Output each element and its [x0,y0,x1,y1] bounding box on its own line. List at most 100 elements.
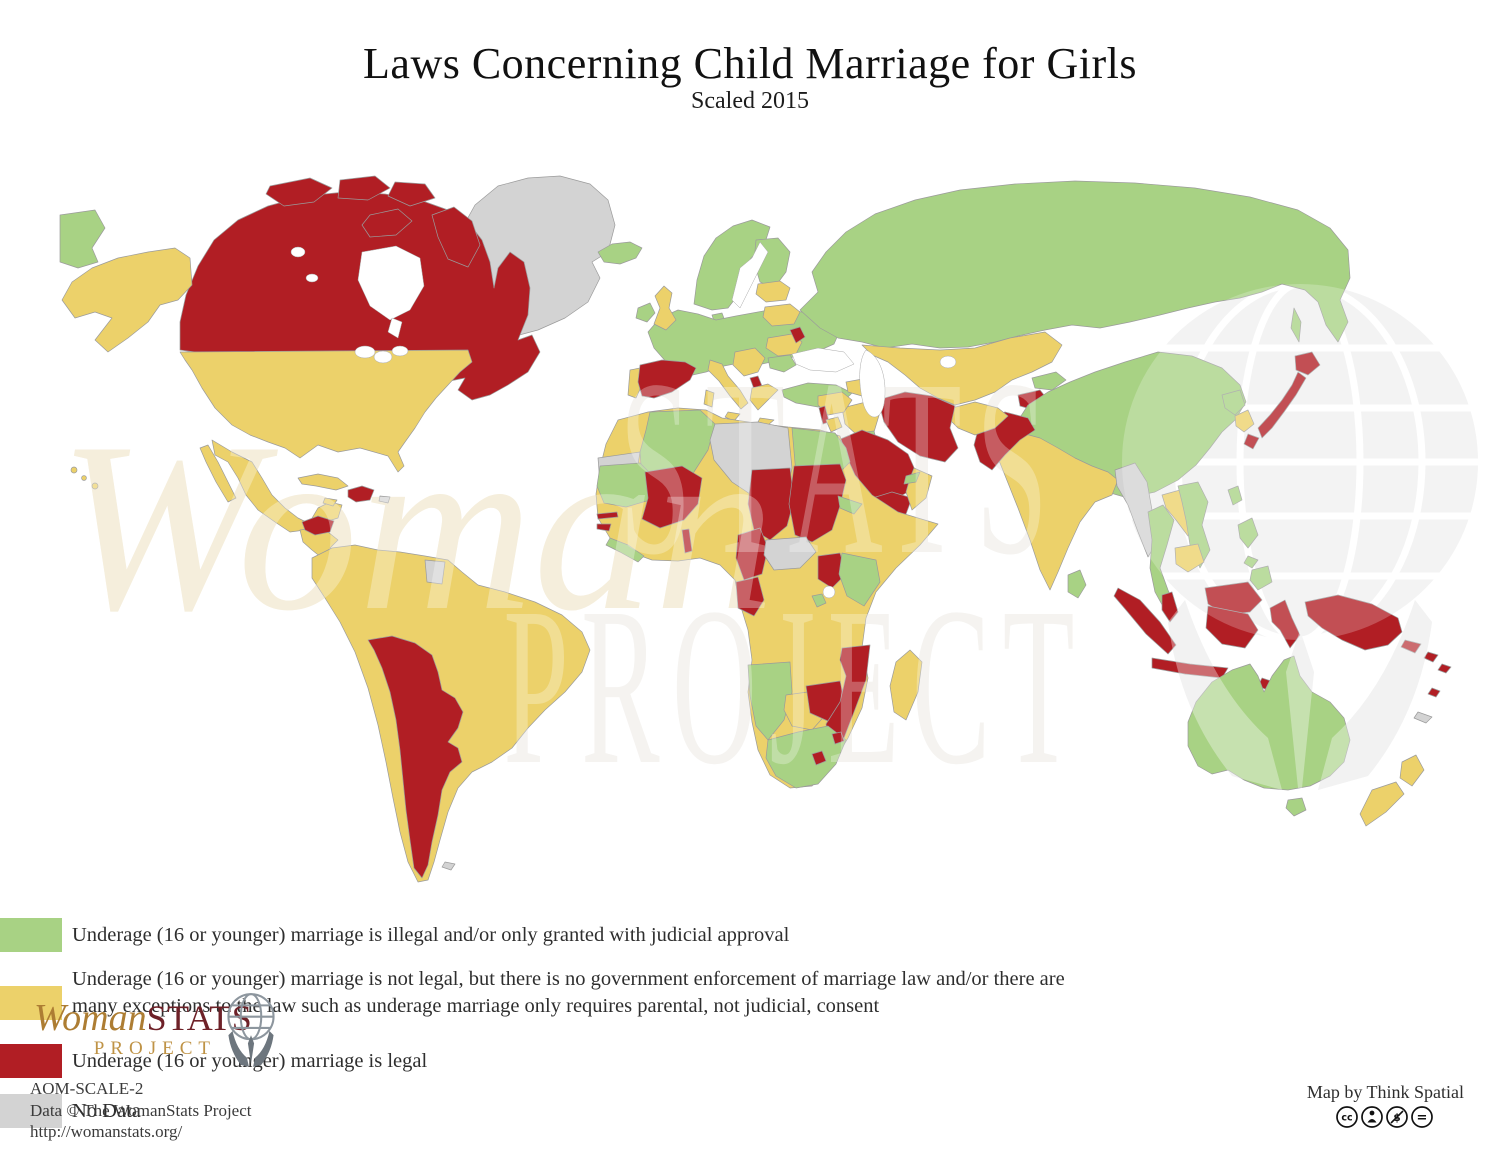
watermark-script-overlay: Woman [58,393,775,661]
legend-swatch-legal [0,1044,62,1078]
country-canadian-arctic-islands [361,208,413,238]
website-url: http://womanstats.org/ [30,1122,183,1141]
country-indonesia-kalimantan [1205,605,1259,649]
watermark-stats-overlay: STATS [619,329,1062,608]
country-eritrea [837,495,863,515]
caspian-sea [859,349,886,418]
country-hawaii [70,466,78,474]
svg-text:=: = [1417,1111,1428,1126]
country-moldova [789,326,806,344]
great-lake [373,350,393,364]
country-alaska [61,247,193,353]
country-cuba [297,473,349,491]
country-gabon-congo [735,576,765,617]
country-russia [799,180,1351,349]
cc-by-icon [1361,1106,1384,1128]
country-southern-cone [367,635,464,879]
country-canadian-arctic-islands [337,175,391,201]
map-credit-text: Map by Think Spatial [1306,1082,1464,1102]
legend-swatch-illegal [0,918,62,952]
attribution-block: AOM-SCALE-2 Data © The WomanStats Projec… [30,1078,252,1143]
logo-woman-text: Woman [34,997,147,1039]
country-rwanda [811,593,827,608]
country-new-guinea [1304,594,1403,651]
country-south-africa [765,725,847,789]
hudson-bay [357,245,425,321]
legend-label-no-data: No Data [72,1100,141,1122]
country-gambia [596,511,619,520]
country-japan-honshu [1257,371,1307,439]
copyright: Data © The WomanStats Project [30,1100,252,1120]
cc-icon [1336,1106,1359,1128]
country-cameroon [735,527,769,581]
country-iceland [597,241,643,265]
country-sri-lanka [1067,569,1087,599]
watermark-over: Woman STATS PROJECT [58,284,1478,811]
baltic-sea [731,241,769,309]
watermark-project-overlay: PROJECT [503,560,1087,811]
country-lesotho [811,750,827,766]
country-malaysia-peninsular [1161,591,1179,623]
country-swaziland [831,731,845,745]
country-sierra-leone-liberia [605,537,645,563]
country-jordan [825,416,843,433]
country-hawaii [91,482,99,490]
country-russia-chukotka [59,209,106,269]
country-mali [641,465,703,529]
country-greece [749,383,779,411]
james-bay [387,317,403,339]
country-north-korea [1221,389,1246,416]
country-united-arab-emirates [903,471,921,485]
country-mauritania [596,462,656,508]
country-cambodia [1174,543,1205,573]
country-solomon-islands [1423,651,1439,663]
country-togo [681,528,693,554]
country-solomon-islands [1437,663,1452,674]
country-sudan [788,463,847,543]
country-philippines-mindanao [1249,565,1273,591]
legend-item-no-data: No Data [0,1094,141,1128]
country-canadian-arctic-islands [387,181,436,207]
country-europe-mainland [647,307,843,377]
country-kenya [838,552,881,607]
country-indonesia-sulawesi [1269,599,1301,649]
great-bear-lake [290,246,306,258]
country-italy [707,359,749,410]
country-philippines-visayas [1243,555,1259,569]
country-mexico [211,439,343,533]
country-baffin-island [431,206,481,268]
scale-id: AOM-SCALE-2 [30,1079,144,1098]
country-ireland [635,302,656,323]
country-taiwan [1227,485,1243,506]
country-central-african-republic [763,536,817,571]
great-slave-lake [305,273,319,283]
legend-swatch-exceptions [0,986,62,1020]
creative-commons-icons: cc $ = [1307,1105,1464,1134]
country-new-caledonia [1413,711,1433,724]
country-indonesia-sumatra [1113,587,1177,655]
globe-hands-icon [227,993,275,1067]
logo-project-text: PROJECT [93,1038,216,1059]
lake-victoria [822,585,836,599]
country-iran [877,391,959,463]
country-vietnam [1177,481,1211,569]
country-estonia-latvia [755,280,791,303]
svg-text:cc: cc [1342,1113,1353,1124]
country-canadian-arctic-islands [265,177,333,207]
country-vanuatu-fiji [1427,687,1441,698]
country-new-zealand-south [1359,781,1405,827]
country-uganda [817,552,847,589]
country-new-britain [1400,639,1422,654]
country-japan-hokkaido [1294,351,1321,376]
legend-item-illegal: Underage (16 or younger) marriage is ill… [0,918,789,952]
womanstats-logo: WomanSTATS PROJECT [28,993,278,1082]
country-hawaii [81,475,87,481]
cc-nd-icon [1411,1106,1434,1128]
country-australia [1187,655,1351,791]
great-lake [354,345,376,359]
country-philippines-luzon [1237,517,1259,549]
country-jamaica [322,497,338,507]
watermark-globe-overlay [1122,284,1478,790]
legend-item-exceptions: Underage (16 or younger) marriage is not… [0,966,1102,1020]
black-sea [791,347,855,373]
